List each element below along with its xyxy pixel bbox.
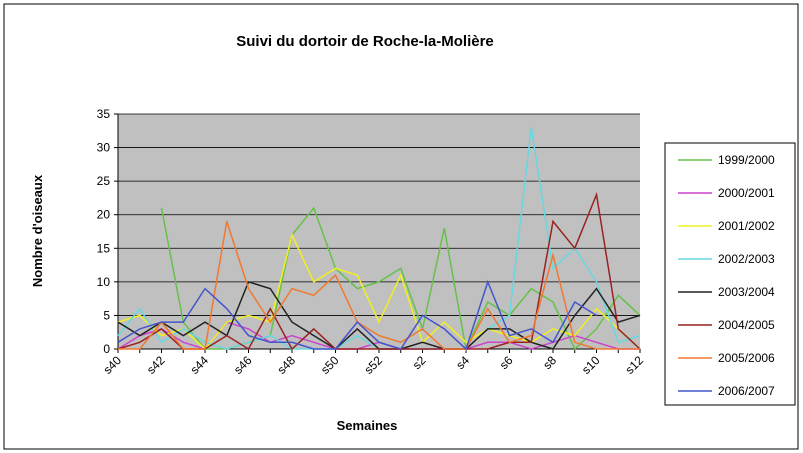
legend-label: 2004/2005 (718, 318, 775, 332)
y-tick-label: 25 (97, 174, 111, 188)
legend-label: 2005/2006 (718, 351, 775, 365)
legend-label: 2000/2001 (718, 186, 775, 200)
series-line (117, 279, 597, 351)
legend-label: 1999/2000 (718, 153, 775, 167)
y-tick-label: 30 (97, 141, 111, 155)
y-tick-label: 5 (103, 308, 110, 322)
legend-label: 2001/2002 (718, 219, 775, 233)
y-axis-label: Nombre d'oiseaux (30, 174, 45, 287)
plot-area (118, 114, 640, 349)
y-tick-label: 15 (97, 241, 111, 255)
legend (664, 142, 796, 406)
y-tick-label: 20 (97, 208, 111, 222)
legend-label: 2003/2004 (718, 285, 775, 299)
x-axis-label: Semaines (337, 418, 398, 433)
y-tick-label: 10 (97, 275, 111, 289)
chart-title: Suivi du dortoir de Roche-la-Molière (236, 33, 494, 50)
y-tick-label: 35 (97, 107, 111, 121)
y-tick-label: 0 (103, 342, 110, 356)
legend-label: 2002/2003 (718, 252, 775, 266)
legend-label: 2006/2007 (718, 384, 775, 398)
series-line (118, 221, 640, 350)
